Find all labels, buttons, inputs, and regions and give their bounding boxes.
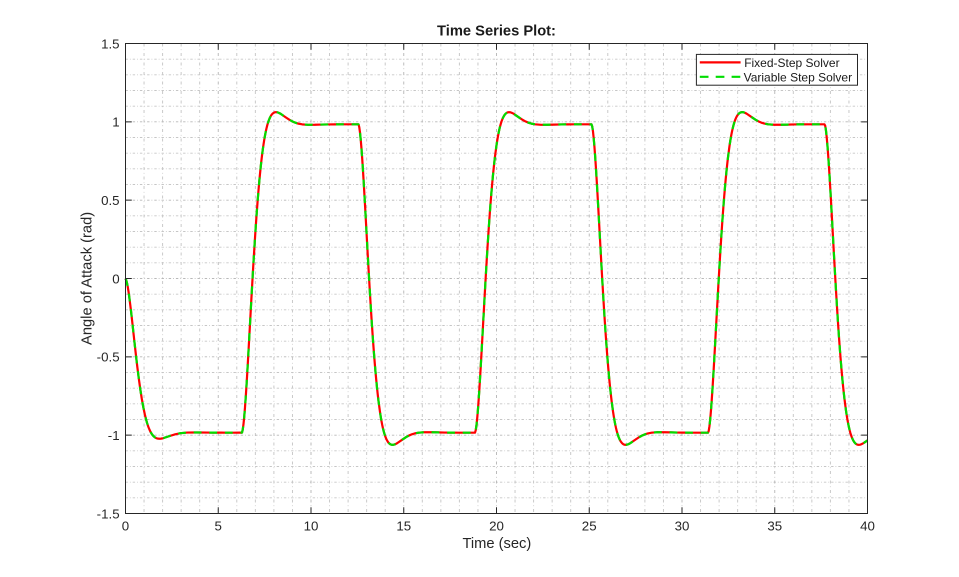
svg-text:-1.5: -1.5 [97,506,120,521]
svg-text:20: 20 [489,518,504,533]
svg-text:1.5: 1.5 [101,36,120,51]
svg-text:Fixed-Step Solver: Fixed-Step Solver [744,56,839,70]
svg-text:35: 35 [767,518,782,533]
svg-text:0.5: 0.5 [101,193,120,208]
svg-text:0: 0 [122,518,129,533]
svg-text:10: 10 [304,518,319,533]
svg-text:Time (sec): Time (sec) [462,536,531,552]
svg-text:Variable Step Solver: Variable Step Solver [744,70,853,84]
svg-text:5: 5 [214,518,221,533]
svg-text:15: 15 [396,518,411,533]
svg-text:Time Series Plot:: Time Series Plot: [437,23,556,39]
svg-text:0: 0 [112,271,119,286]
svg-text:40: 40 [860,518,875,533]
svg-text:-1: -1 [108,428,120,443]
svg-text:Angle of Attack (rad): Angle of Attack (rad) [80,212,96,345]
svg-text:25: 25 [582,518,597,533]
svg-text:1: 1 [112,115,119,130]
svg-text:30: 30 [675,518,690,533]
svg-text:-0.5: -0.5 [97,350,120,365]
